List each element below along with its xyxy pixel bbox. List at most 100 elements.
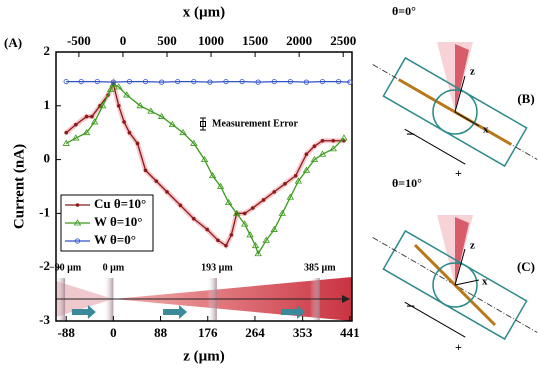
x-tick-label: 353	[293, 325, 313, 340]
x2-tick-label: 2000	[286, 33, 312, 48]
marker	[286, 193, 295, 200]
marker	[335, 78, 342, 85]
marker	[262, 236, 270, 243]
y-axis-title: Current (nA)	[11, 144, 27, 229]
arrow	[404, 301, 466, 338]
x2-axis-title: x (µm)	[183, 4, 225, 20]
marker	[318, 150, 327, 157]
legend-label: W θ=10°	[94, 214, 142, 229]
x2-tick-label: 500	[157, 33, 177, 48]
angle-label: θ=0°	[392, 4, 416, 18]
x-tick-label: 88	[154, 325, 168, 340]
marker	[207, 79, 213, 85]
x2-tick-label: 1500	[242, 33, 268, 48]
marker	[72, 134, 80, 141]
marker	[310, 155, 319, 163]
marker	[73, 219, 82, 226]
y-tick-label: -3	[39, 312, 50, 327]
marker	[75, 203, 80, 207]
flow-arrow	[281, 305, 306, 319]
marker	[239, 78, 245, 85]
marker	[283, 182, 287, 186]
marker	[250, 206, 255, 210]
x-label: x	[483, 124, 489, 136]
marker	[159, 79, 165, 85]
marker	[294, 177, 303, 184]
y-tick-label: 2	[44, 43, 51, 58]
marker	[223, 78, 229, 85]
x2-tick-label: 1000	[198, 33, 224, 48]
x-axis-title: z (µm)	[183, 348, 225, 364]
panel-label: (C)	[517, 259, 535, 274]
flow-arrow	[163, 305, 188, 319]
marker	[98, 102, 107, 109]
marker	[90, 118, 99, 125]
marker	[190, 139, 198, 146]
marker	[200, 155, 209, 163]
panel-label: (B)	[517, 91, 534, 106]
marker	[272, 190, 277, 194]
marker	[90, 114, 94, 119]
marker	[136, 102, 144, 109]
y-tick-label: 0	[44, 151, 51, 166]
marker	[312, 144, 317, 148]
marker	[216, 238, 220, 243]
marker	[94, 78, 100, 85]
marker	[255, 79, 261, 85]
aperture	[432, 262, 478, 308]
marker	[205, 227, 210, 232]
marker	[191, 78, 197, 85]
x-tick-label: -88	[58, 325, 76, 340]
z-axis	[454, 75, 466, 113]
marker	[64, 130, 68, 135]
beam-cone	[455, 217, 469, 285]
marker	[127, 130, 132, 135]
marker	[241, 220, 249, 227]
marker	[165, 190, 169, 194]
marker	[208, 171, 217, 179]
series-line	[66, 80, 350, 83]
marker	[74, 238, 81, 244]
marker	[84, 114, 89, 119]
error-legend: Measurement Error	[212, 118, 299, 129]
marker	[123, 91, 131, 98]
marker	[122, 120, 126, 124]
x-axis	[454, 279, 480, 286]
marker	[254, 249, 262, 257]
y-tick-label: -1	[39, 204, 50, 219]
z-axis	[454, 248, 466, 286]
marker	[251, 241, 260, 249]
marker	[110, 79, 116, 85]
arrowhead	[342, 295, 350, 303]
x2-tick-label: 2500	[330, 33, 356, 48]
marker	[175, 78, 181, 85]
chart-a: −90 µm 0 µm 193 µm 385 µm -3 -2 -1 0 1 2 -88 0 88 176…	[4, 4, 360, 364]
marker	[329, 145, 337, 152]
marker	[74, 122, 78, 127]
plus-label: +	[455, 340, 462, 354]
legend-label: W θ=0°	[94, 232, 136, 247]
x-axis	[454, 111, 480, 127]
marker	[154, 179, 159, 183]
marker	[304, 152, 309, 157]
x-tick-label: 264	[245, 325, 265, 340]
marker	[224, 243, 228, 248]
marker	[116, 104, 121, 108]
marker	[62, 139, 70, 146]
error-symbol	[200, 121, 206, 127]
marker	[229, 233, 234, 237]
z-label: z	[470, 66, 475, 78]
y-tick-label: 1	[44, 97, 51, 112]
marker	[320, 138, 325, 143]
marker	[246, 231, 254, 238]
marker	[142, 78, 149, 85]
x-label: x	[482, 276, 488, 288]
axis-line	[372, 237, 538, 333]
marker	[319, 78, 326, 85]
legend-label: Cu θ=10°	[94, 196, 146, 211]
marker	[261, 198, 266, 202]
series-line	[65, 83, 345, 256]
diagram-b	[372, 42, 538, 168]
marker	[271, 78, 277, 85]
